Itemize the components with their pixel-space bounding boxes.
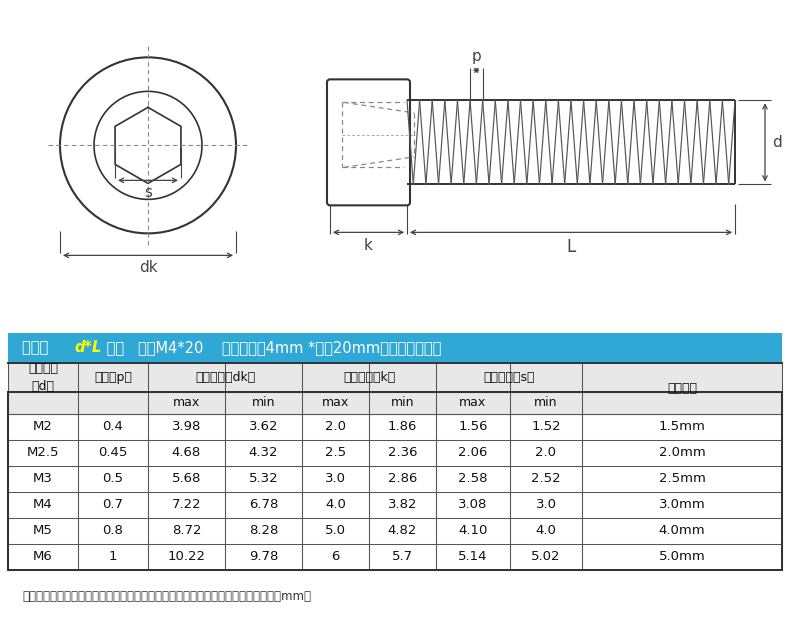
Text: 0.5: 0.5	[103, 472, 123, 485]
Text: d: d	[772, 135, 782, 150]
Text: 8.28: 8.28	[249, 524, 278, 537]
Text: 头部厚度（k）: 头部厚度（k）	[343, 371, 395, 384]
Text: 1.86: 1.86	[388, 421, 417, 433]
Bar	[148, 392, 225, 414]
Text: 4.68: 4.68	[172, 446, 201, 459]
Bar	[78, 363, 148, 392]
Text: 0.45: 0.45	[98, 446, 128, 459]
Text: 5.32: 5.32	[249, 472, 278, 485]
Text: 2.86: 2.86	[388, 472, 417, 485]
Text: 5.14: 5.14	[458, 550, 487, 563]
Text: 2.0: 2.0	[536, 446, 556, 459]
Text: 2.0mm: 2.0mm	[659, 446, 705, 459]
Text: p: p	[472, 49, 481, 64]
Text: 3.08: 3.08	[458, 499, 487, 512]
Bar	[224, 363, 225, 391]
Text: 4.0: 4.0	[536, 524, 556, 537]
Text: 螺距（p）: 螺距（p）	[94, 371, 132, 384]
Text: 2.5mm: 2.5mm	[659, 472, 705, 485]
Text: M2.5: M2.5	[27, 446, 59, 459]
Text: dk: dk	[139, 260, 157, 275]
Text: 2.36: 2.36	[388, 446, 417, 459]
Text: M6: M6	[33, 550, 53, 563]
Text: min: min	[391, 396, 414, 409]
Bar	[8, 333, 782, 363]
Text: 以上数据为单批次手工测量，存在一定误差，请以实物为准！介意者慎拍。（单位：mm）: 以上数据为单批次手工测量，存在一定误差，请以实物为准！介意者慎拍。（单位：mm）	[22, 590, 311, 603]
Text: 10.22: 10.22	[167, 550, 205, 563]
Text: 6: 6	[331, 550, 340, 563]
Text: k: k	[364, 238, 373, 253]
Text: 3.0mm: 3.0mm	[659, 499, 705, 512]
Text: 3.62: 3.62	[249, 421, 278, 433]
Text: 0.7: 0.7	[103, 499, 123, 512]
Text: 4.0mm: 4.0mm	[659, 524, 705, 537]
Text: 组成   如：M4*20    （螺纹直径4mm *长度20mm）不含头部厚度: 组成 如：M4*20 （螺纹直径4mm *长度20mm）不含头部厚度	[102, 340, 442, 355]
Text: 螺纹规格
（d）: 螺纹规格 （d）	[28, 362, 58, 392]
Text: *: *	[84, 340, 92, 355]
Bar	[510, 392, 582, 414]
Text: 3.0: 3.0	[325, 472, 346, 485]
Text: M4: M4	[33, 499, 53, 512]
Text: 5.0: 5.0	[325, 524, 346, 537]
Bar	[302, 392, 369, 414]
Text: min: min	[534, 396, 558, 409]
Text: 0.8: 0.8	[103, 524, 123, 537]
Text: 参考扳手: 参考扳手	[667, 382, 697, 395]
Text: 5.7: 5.7	[392, 550, 413, 563]
Text: 5.0mm: 5.0mm	[659, 550, 705, 563]
Text: 2.06: 2.06	[458, 446, 487, 459]
Text: 9.78: 9.78	[249, 550, 278, 563]
Bar	[78, 392, 148, 414]
Text: 2.58: 2.58	[458, 472, 487, 485]
Text: s: s	[144, 185, 152, 200]
Bar	[436, 392, 510, 414]
Text: 头部直径（dk）: 头部直径（dk）	[195, 371, 255, 384]
Text: 7.22: 7.22	[171, 499, 201, 512]
Text: 3.0: 3.0	[536, 499, 556, 512]
Text: 2.5: 2.5	[325, 446, 346, 459]
Bar	[8, 392, 78, 414]
Text: 4.10: 4.10	[458, 524, 487, 537]
Bar	[582, 363, 782, 392]
Text: 2.0: 2.0	[325, 421, 346, 433]
Bar	[148, 363, 302, 392]
Text: d: d	[74, 340, 85, 355]
Text: M2: M2	[33, 421, 53, 433]
Text: 4.0: 4.0	[325, 499, 346, 512]
Text: 4.82: 4.82	[388, 524, 417, 537]
Bar	[225, 392, 302, 414]
Text: 1.56: 1.56	[458, 421, 487, 433]
Bar	[436, 363, 582, 392]
Text: 6.78: 6.78	[249, 499, 278, 512]
Bar	[8, 363, 78, 392]
Bar	[582, 392, 782, 414]
Text: 规格由: 规格由	[22, 340, 53, 355]
Text: 0.4: 0.4	[103, 421, 123, 433]
Bar	[368, 363, 370, 391]
Text: 2.52: 2.52	[531, 472, 561, 485]
Text: 1.5mm: 1.5mm	[659, 421, 705, 433]
Text: 8.72: 8.72	[171, 524, 201, 537]
Text: 5.02: 5.02	[531, 550, 561, 563]
Bar	[369, 392, 436, 414]
Text: min: min	[252, 396, 275, 409]
Text: M5: M5	[33, 524, 53, 537]
Text: 六角对边（s）: 六角对边（s）	[483, 371, 535, 384]
Text: 3.98: 3.98	[171, 421, 201, 433]
Bar	[302, 363, 436, 392]
Text: 5.68: 5.68	[171, 472, 201, 485]
Text: 1: 1	[109, 550, 117, 563]
Text: 4.32: 4.32	[249, 446, 278, 459]
Text: max: max	[459, 396, 487, 409]
Text: 3.82: 3.82	[388, 499, 417, 512]
Text: M3: M3	[33, 472, 53, 485]
Text: max: max	[173, 396, 200, 409]
Text: max: max	[322, 396, 349, 409]
Text: L: L	[566, 238, 576, 256]
Text: L: L	[92, 340, 101, 355]
Text: 1.52: 1.52	[531, 421, 561, 433]
FancyBboxPatch shape	[327, 79, 410, 205]
